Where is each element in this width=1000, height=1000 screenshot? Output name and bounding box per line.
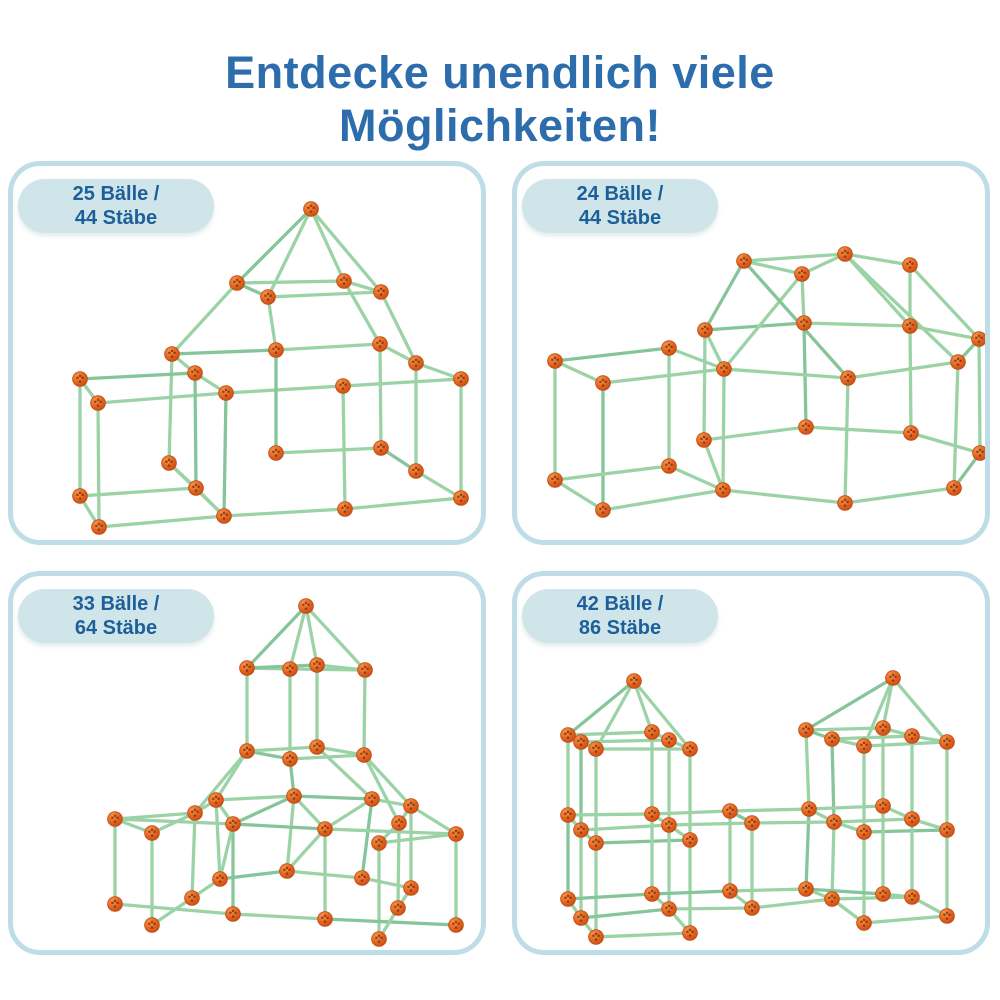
badge-sticks-count: 86 Stäbe [578, 617, 662, 639]
panel-fort-castle: 42 Bälle / 86 Stäbe [512, 571, 990, 955]
page-title: Entdecke unendlich viele Möglichkeiten! [0, 46, 1000, 152]
fort-structure-illustration [547, 246, 985, 518]
badge-sticks-count: 64 Stäbe [74, 617, 158, 639]
page-title-line1: Entdecke unendlich viele [225, 47, 775, 99]
fort-structure-illustration [560, 670, 955, 945]
fort-structure-illustration [72, 201, 469, 535]
badge-balls-count: 24 Bälle / [576, 182, 664, 205]
page-title-line2: Möglichkeiten! [338, 100, 662, 152]
badge-sticks-count: 44 Stäbe [74, 207, 158, 229]
count-badge: 42 Bälle / 86 Stäbe [522, 589, 718, 643]
panel-fort-tower: 33 Bälle / 64 Stäbe [8, 571, 486, 955]
badge-sticks-count: 44 Stäbe [578, 207, 662, 229]
badge-balls-count: 25 Bälle / [72, 182, 160, 205]
count-badge: 24 Bälle / 44 Stäbe [522, 179, 718, 233]
panel-fort-dome: 24 Bälle / 44 Stäbe [512, 161, 990, 545]
count-badge: 33 Bälle / 64 Stäbe [18, 589, 214, 643]
badge-balls-count: 42 Bälle / [576, 592, 664, 615]
fort-structure-illustration [107, 598, 464, 947]
count-badge: 25 Bälle / 44 Stäbe [18, 179, 214, 233]
panel-fort-house: 25 Bälle / 44 Stäbe [8, 161, 486, 545]
badge-balls-count: 33 Bälle / [72, 592, 160, 615]
